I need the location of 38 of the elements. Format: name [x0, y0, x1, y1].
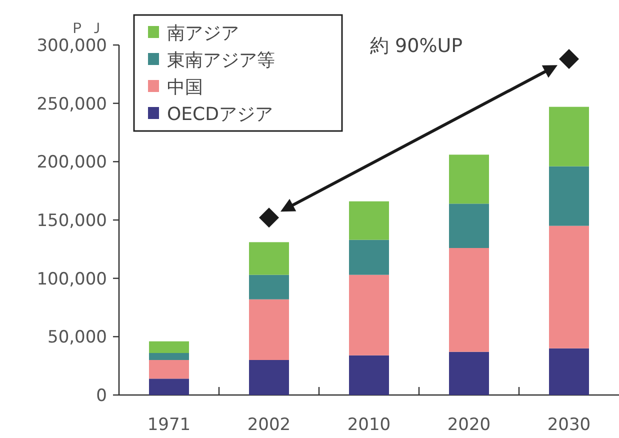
bar — [449, 154, 489, 204]
y-tick-label: 150,000 — [36, 211, 107, 231]
y-tick-label: 300,000 — [36, 36, 107, 56]
y-axis-title: ＰＪ — [70, 19, 108, 37]
x-tick-label: 2010 — [347, 415, 391, 435]
bar — [149, 353, 189, 360]
bar — [349, 274, 389, 356]
legend-label: 南アジア — [167, 23, 239, 44]
bar — [249, 274, 289, 300]
bar — [549, 106, 589, 166]
bar — [249, 360, 289, 395]
legend-label: 東南アジア等 — [167, 50, 275, 71]
legend-label: OECDアジア — [167, 104, 273, 125]
annotation: 約 90%UP — [370, 35, 463, 57]
y-tick-label: 0 — [96, 386, 107, 406]
x-tick-label: 2020 — [447, 415, 491, 435]
y-tick-label: 200,000 — [36, 152, 107, 173]
y-tick-label: 250,000 — [36, 94, 107, 114]
bar — [249, 242, 289, 275]
x-tick-label: 2030 — [547, 415, 591, 435]
bar — [349, 240, 389, 275]
y-tick-label: 50,000 — [48, 328, 107, 348]
y-tick-label: 100,000 — [36, 269, 107, 290]
bar — [149, 341, 189, 353]
bar — [549, 166, 589, 226]
bar — [549, 226, 589, 348]
bar — [249, 299, 289, 360]
bar — [449, 204, 489, 248]
x-tick-label: 1971 — [147, 415, 191, 435]
bar — [349, 201, 389, 240]
x-tick-label: 2002 — [247, 415, 291, 435]
bar — [149, 378, 189, 395]
bar — [449, 352, 489, 395]
bar — [549, 348, 589, 395]
bar — [149, 360, 189, 379]
legend-label: 中国 — [167, 77, 203, 98]
bar — [349, 355, 389, 395]
bar — [449, 248, 489, 352]
